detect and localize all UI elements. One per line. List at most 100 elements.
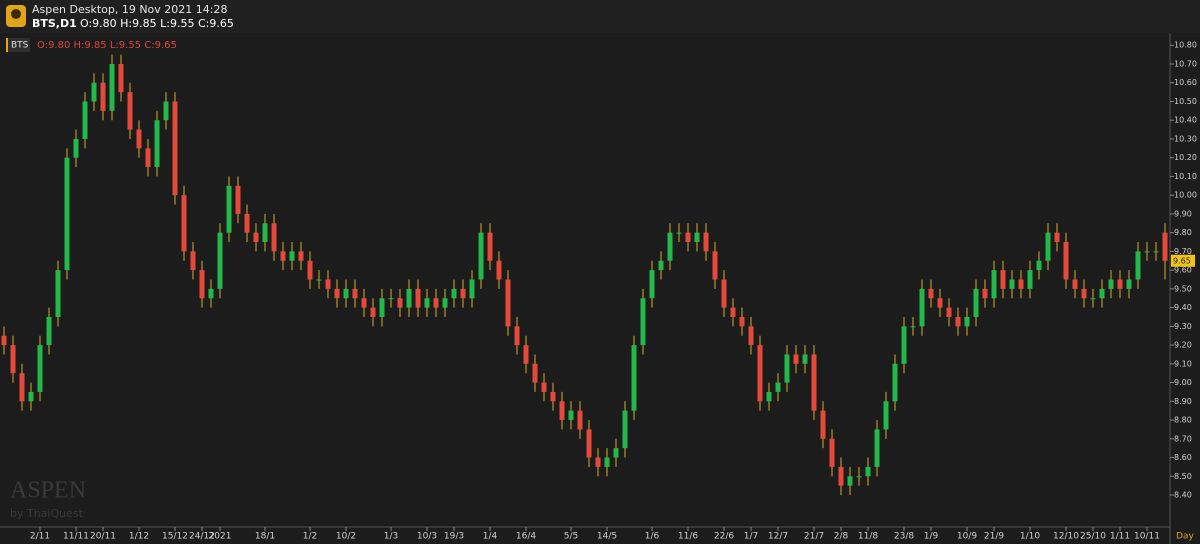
candle-body [730, 307, 736, 317]
candle-body [424, 298, 430, 308]
candle-body [523, 345, 529, 364]
candle-body [415, 288, 421, 308]
candle-body [739, 316, 745, 327]
candle-body [1063, 242, 1069, 280]
candle-body [856, 476, 862, 478]
y-tick-label: 9.40 [1174, 303, 1192, 312]
y-tick-label: 10.40 [1174, 116, 1197, 125]
header-ohlc: O:9.80 H:9.85 L:9.55 C:9.65 [80, 17, 234, 30]
x-tick-label: 1/3 [384, 532, 398, 542]
x-tick-label: 22/6 [714, 532, 734, 542]
candle-body [1045, 232, 1051, 261]
candle-body [19, 373, 25, 402]
y-tick-label: 10.20 [1174, 153, 1197, 162]
candle-body [505, 279, 511, 327]
candle-body [1000, 270, 1006, 289]
x-tick-label: 1/2 [303, 532, 317, 542]
candle-body [703, 232, 709, 252]
app-icon-mark [11, 9, 21, 19]
candle-body [118, 63, 124, 93]
x-tick-label: 2/8 [834, 532, 849, 542]
candle-body [1018, 279, 1024, 289]
candle-body [946, 307, 952, 317]
x-tick-label: 20/11 [90, 532, 116, 542]
candle-body [208, 288, 214, 299]
x-tick-label: 11/6 [678, 532, 698, 542]
candle-body [154, 120, 160, 168]
symbol-badge-accent [6, 38, 8, 52]
candle-body [631, 345, 637, 411]
candle-body [640, 298, 646, 346]
candle-body [1135, 251, 1141, 280]
candle-body [847, 476, 853, 486]
candle-body [1054, 232, 1060, 243]
y-tick-label: 8.90 [1174, 397, 1192, 406]
x-tick-label: 24/12 [189, 532, 215, 542]
candle-body [892, 363, 898, 402]
x-tick-label: 12/10 [1053, 532, 1079, 542]
y-tick-label: 9.60 [1174, 266, 1192, 275]
candle-body [352, 288, 358, 299]
app-title: Aspen Desktop, 19 Nov 2021 14:28 [32, 3, 227, 16]
candle-body [667, 232, 673, 261]
x-tick-label: 10/11 [1134, 532, 1160, 542]
candle-body [100, 82, 106, 111]
candle-body [478, 232, 484, 280]
y-tick-label: 9.20 [1174, 341, 1192, 350]
candle-body [217, 232, 223, 289]
candle-body [937, 298, 943, 308]
x-tick-label: 23/8 [894, 532, 914, 542]
candle-body [370, 307, 376, 317]
candle-body [460, 288, 466, 299]
candle-body [406, 288, 412, 308]
candle-body [199, 270, 205, 299]
x-tick-label: 10/3 [417, 532, 437, 542]
candle-body [928, 288, 934, 299]
candle-body [307, 260, 313, 280]
candle-body [991, 270, 997, 299]
x-tick-label: 1/12 [129, 532, 149, 542]
y-tick-label: 10.10 [1174, 172, 1197, 181]
candle-body [568, 410, 574, 421]
x-tick-label: 15/12 [162, 532, 188, 542]
x-tick-label: 1/11 [1110, 532, 1130, 542]
y-tick-label: 10.70 [1174, 59, 1197, 68]
candle-body [469, 279, 475, 299]
y-tick-label: 8.80 [1174, 416, 1192, 425]
candle-body [1036, 260, 1042, 271]
candle-body [1009, 279, 1015, 289]
candle-body [244, 213, 250, 233]
watermark-brand: ASPEN [10, 478, 86, 504]
candle-body [676, 232, 682, 234]
y-tick-label: 9.00 [1174, 378, 1192, 387]
candle-body [334, 288, 340, 299]
candle-body [82, 101, 88, 139]
last-price-tag [1171, 254, 1195, 267]
x-tick-label: 1/7 [744, 532, 758, 542]
symbol: BTS,D1 [32, 17, 77, 30]
x-tick-label: 2/11 [30, 532, 50, 542]
x-tick-label: 2021 [209, 532, 232, 542]
candle-body [658, 260, 664, 271]
symbol-badge-bg [6, 38, 30, 52]
x-axis-unit: Day [1176, 532, 1194, 542]
candle-body [316, 279, 322, 281]
candle-body [721, 279, 727, 308]
candle-body [271, 223, 277, 252]
candle-body [487, 232, 493, 261]
candle-body [433, 298, 439, 308]
x-tick-label: 10/2 [336, 532, 356, 542]
candle-body [397, 298, 403, 308]
candle-body [46, 316, 52, 346]
candle-body [802, 354, 808, 364]
candle-body [451, 288, 457, 299]
candle-body [226, 185, 232, 233]
candle-body [1126, 279, 1132, 289]
x-tick-label: 1/4 [483, 532, 498, 542]
candle-body [811, 354, 817, 411]
candle-body [838, 466, 844, 486]
candle-body [964, 316, 970, 327]
candle-body [793, 354, 799, 364]
candle-body [955, 316, 961, 327]
